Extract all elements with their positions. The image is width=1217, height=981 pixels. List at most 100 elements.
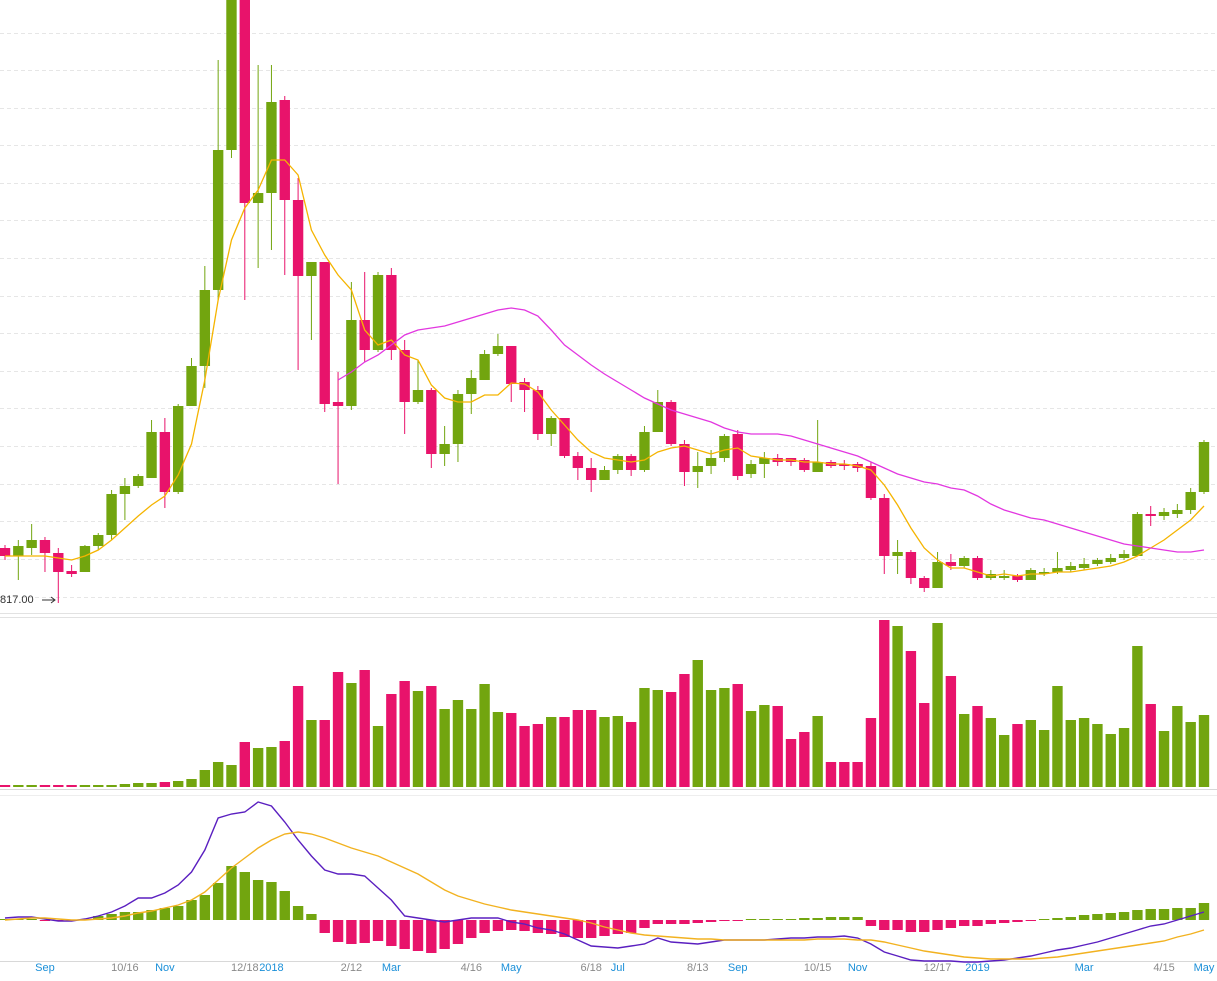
volume-bar bbox=[186, 779, 197, 787]
volume-bar bbox=[959, 714, 970, 787]
candle-body bbox=[665, 402, 677, 444]
volume-bar bbox=[572, 710, 584, 787]
macd-histogram-bar bbox=[146, 910, 157, 920]
volume-bar bbox=[386, 694, 397, 787]
x-tick-label: May bbox=[1194, 962, 1215, 974]
volume-bar bbox=[705, 690, 717, 787]
volume-bar bbox=[93, 785, 104, 787]
volume-bar bbox=[679, 674, 690, 787]
macd-histogram-bar bbox=[39, 920, 51, 921]
candle-body bbox=[212, 150, 224, 290]
volume-bar bbox=[359, 670, 370, 787]
macd-histogram-bar bbox=[1012, 920, 1023, 922]
volume-bar bbox=[945, 676, 957, 787]
volume-bar bbox=[1052, 686, 1063, 787]
macd-histogram-bar bbox=[892, 920, 903, 930]
volume-bar bbox=[825, 762, 837, 787]
candle-body bbox=[66, 571, 77, 574]
macd-histogram-bar bbox=[612, 920, 624, 934]
volume-bar bbox=[79, 785, 91, 787]
candle-body bbox=[1172, 510, 1183, 514]
volume-bar bbox=[1065, 720, 1076, 787]
volume-bar bbox=[1038, 730, 1050, 787]
volume-bar bbox=[799, 732, 810, 787]
macd-histogram-bar bbox=[186, 900, 197, 920]
x-tick-label: Mar bbox=[382, 962, 401, 974]
price-marker-arrow bbox=[42, 596, 56, 604]
candle-body bbox=[146, 432, 157, 478]
x-tick-label: 2019 bbox=[965, 962, 989, 974]
volume-bar bbox=[519, 726, 530, 787]
x-tick-label: Jul bbox=[611, 962, 625, 974]
indicator-line bbox=[4, 801, 1205, 963]
macd-histogram-bar bbox=[1158, 909, 1170, 920]
macd-histogram-bar bbox=[506, 920, 517, 930]
candle-body bbox=[39, 540, 51, 553]
candle-body bbox=[26, 540, 37, 548]
macd-histogram-bar bbox=[1025, 920, 1037, 921]
macd-histogram-bar bbox=[945, 920, 957, 928]
candle-body bbox=[359, 320, 370, 350]
volume-bar bbox=[452, 700, 464, 787]
candle-body bbox=[572, 456, 584, 468]
volume-bar bbox=[1078, 718, 1090, 787]
macd-histogram-bar bbox=[785, 919, 797, 920]
candle-body bbox=[652, 402, 663, 432]
candle-body bbox=[13, 546, 24, 556]
volume-bar bbox=[1118, 728, 1130, 787]
candle-body bbox=[292, 200, 304, 276]
candle-body bbox=[1078, 564, 1090, 568]
macd-histogram-bar bbox=[985, 920, 997, 924]
macd-histogram-bar bbox=[372, 920, 384, 941]
macd-histogram-bar bbox=[1092, 914, 1103, 920]
candle-body bbox=[612, 456, 624, 470]
macd-histogram-bar bbox=[905, 920, 917, 932]
candle-body bbox=[1198, 442, 1210, 492]
candle-body bbox=[546, 418, 557, 434]
candle-body bbox=[705, 458, 717, 466]
macd-histogram-bar bbox=[625, 920, 637, 933]
candle-body bbox=[1065, 566, 1076, 570]
volume-bar bbox=[439, 709, 450, 787]
x-tick-label: Nov bbox=[848, 962, 868, 974]
x-tick-label: 4/16 bbox=[461, 962, 482, 974]
macd-histogram-bar bbox=[932, 920, 943, 930]
candle-body bbox=[599, 470, 610, 480]
macd-histogram-bar bbox=[106, 914, 117, 920]
volume-bar bbox=[26, 785, 37, 787]
volume-bar bbox=[919, 703, 930, 787]
macd-histogram-bar bbox=[1172, 908, 1183, 920]
candle-body bbox=[186, 366, 197, 406]
volume-bar bbox=[1185, 722, 1196, 787]
candle-body bbox=[719, 436, 730, 458]
macd-histogram-bar bbox=[812, 918, 823, 920]
macd-histogram-bar bbox=[199, 895, 211, 920]
macd-histogram-bar bbox=[719, 920, 730, 921]
candle-body bbox=[839, 464, 850, 466]
candle-body bbox=[1158, 512, 1170, 516]
candle-body bbox=[106, 494, 117, 535]
candle-body bbox=[0, 548, 11, 556]
candle-body bbox=[506, 346, 517, 384]
volume-bar bbox=[692, 660, 703, 787]
candle-body bbox=[879, 498, 890, 556]
volume-bar bbox=[479, 684, 490, 787]
candle-body bbox=[745, 464, 757, 474]
candle-body bbox=[1092, 560, 1103, 564]
candle-body bbox=[199, 290, 211, 366]
candle-body bbox=[945, 562, 957, 566]
candle-body bbox=[133, 476, 144, 486]
volume-bar bbox=[1145, 704, 1156, 787]
volume-bar bbox=[13, 785, 24, 787]
volume-bar bbox=[665, 692, 677, 787]
volume-bar bbox=[812, 716, 823, 787]
candle-body bbox=[93, 535, 104, 546]
volume-bar bbox=[199, 770, 211, 787]
candle-body bbox=[759, 458, 770, 464]
macd-histogram-bar bbox=[745, 919, 757, 920]
x-tick-label: May bbox=[501, 962, 522, 974]
volume-bar bbox=[759, 705, 770, 787]
